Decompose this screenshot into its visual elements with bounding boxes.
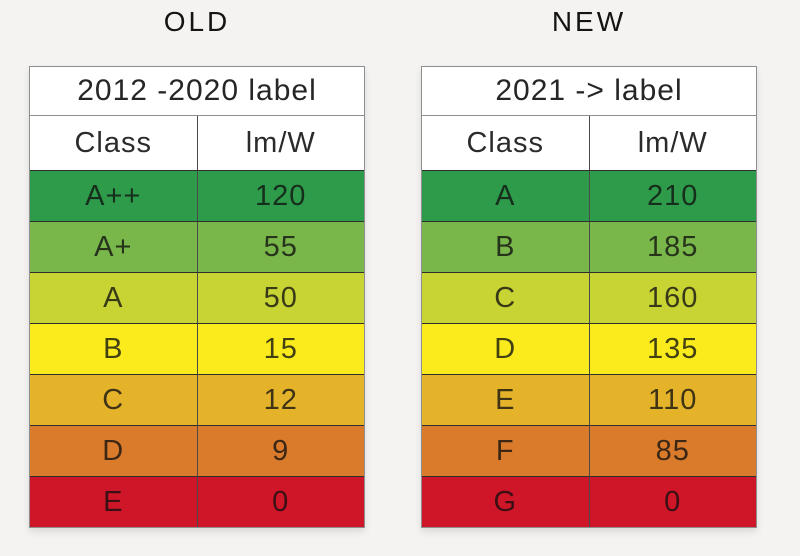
table-row: B 185 xyxy=(422,221,756,272)
class-cell: E xyxy=(103,485,124,518)
new-label-table: 2021 -> label Class lm/W A 210 B 185 C 160 D 13… xyxy=(421,66,757,528)
table-row: F 85 xyxy=(422,425,756,476)
table-row: C 12 xyxy=(30,374,364,425)
class-cell: A xyxy=(103,281,124,314)
new-table-header: 2021 -> label xyxy=(422,67,756,116)
table-row: A 50 xyxy=(30,272,364,323)
old-table-title: OLD xyxy=(163,6,231,37)
new-column-header-row: Class lm/W xyxy=(422,116,756,170)
value-cell: 85 xyxy=(588,426,757,476)
class-cell: G xyxy=(493,485,518,518)
class-cell: F xyxy=(495,434,515,467)
value-cell: 55 xyxy=(196,222,365,272)
new-table-body: A 210 B 185 C 160 D 135 E 110 F 85 G 0 xyxy=(422,170,756,527)
table-row: A++ 120 xyxy=(30,170,364,221)
new-efficacy-column-header: lm/W xyxy=(588,116,757,170)
value-cell: 15 xyxy=(196,324,365,374)
table-row: E 110 xyxy=(422,374,756,425)
value-cell: 12 xyxy=(196,375,365,425)
class-cell: E xyxy=(495,383,516,416)
table-row: D 135 xyxy=(422,323,756,374)
value-cell: 0 xyxy=(588,477,757,527)
class-cell: A xyxy=(495,179,516,212)
class-cell: A+ xyxy=(94,230,133,263)
table-row: A 210 xyxy=(422,170,756,221)
new-class-column-header: Class xyxy=(466,126,544,159)
old-class-column-header: Class xyxy=(74,126,152,159)
class-cell: D xyxy=(102,434,125,467)
value-cell: 210 xyxy=(588,171,757,221)
class-cell: B xyxy=(495,230,516,263)
value-cell: 120 xyxy=(196,171,365,221)
class-cell: D xyxy=(494,332,517,365)
old-table-header: 2012 -2020 label xyxy=(30,67,364,116)
class-cell: B xyxy=(103,332,124,365)
value-cell: 50 xyxy=(196,273,365,323)
value-cell: 185 xyxy=(588,222,757,272)
old-table-body: A++ 120 A+ 55 A 50 B 15 C 12 D 9 E 0 xyxy=(30,170,364,527)
class-cell: A++ xyxy=(85,179,142,212)
class-cell: C xyxy=(102,383,125,416)
class-cell: C xyxy=(494,281,517,314)
value-cell: 0 xyxy=(196,477,365,527)
value-cell: 135 xyxy=(588,324,757,374)
old-efficacy-column-header: lm/W xyxy=(196,116,365,170)
old-column-header-row: Class lm/W xyxy=(30,116,364,170)
old-label-table: 2012 -2020 label Class lm/W A++ 120 A+ 55 A 5… xyxy=(29,66,365,528)
table-row: B 15 xyxy=(30,323,364,374)
table-row: C 160 xyxy=(422,272,756,323)
table-row: A+ 55 xyxy=(30,221,364,272)
value-cell: 160 xyxy=(588,273,757,323)
value-cell: 110 xyxy=(588,375,757,425)
new-table-title: NEW xyxy=(551,6,627,37)
value-cell: 9 xyxy=(196,426,365,476)
